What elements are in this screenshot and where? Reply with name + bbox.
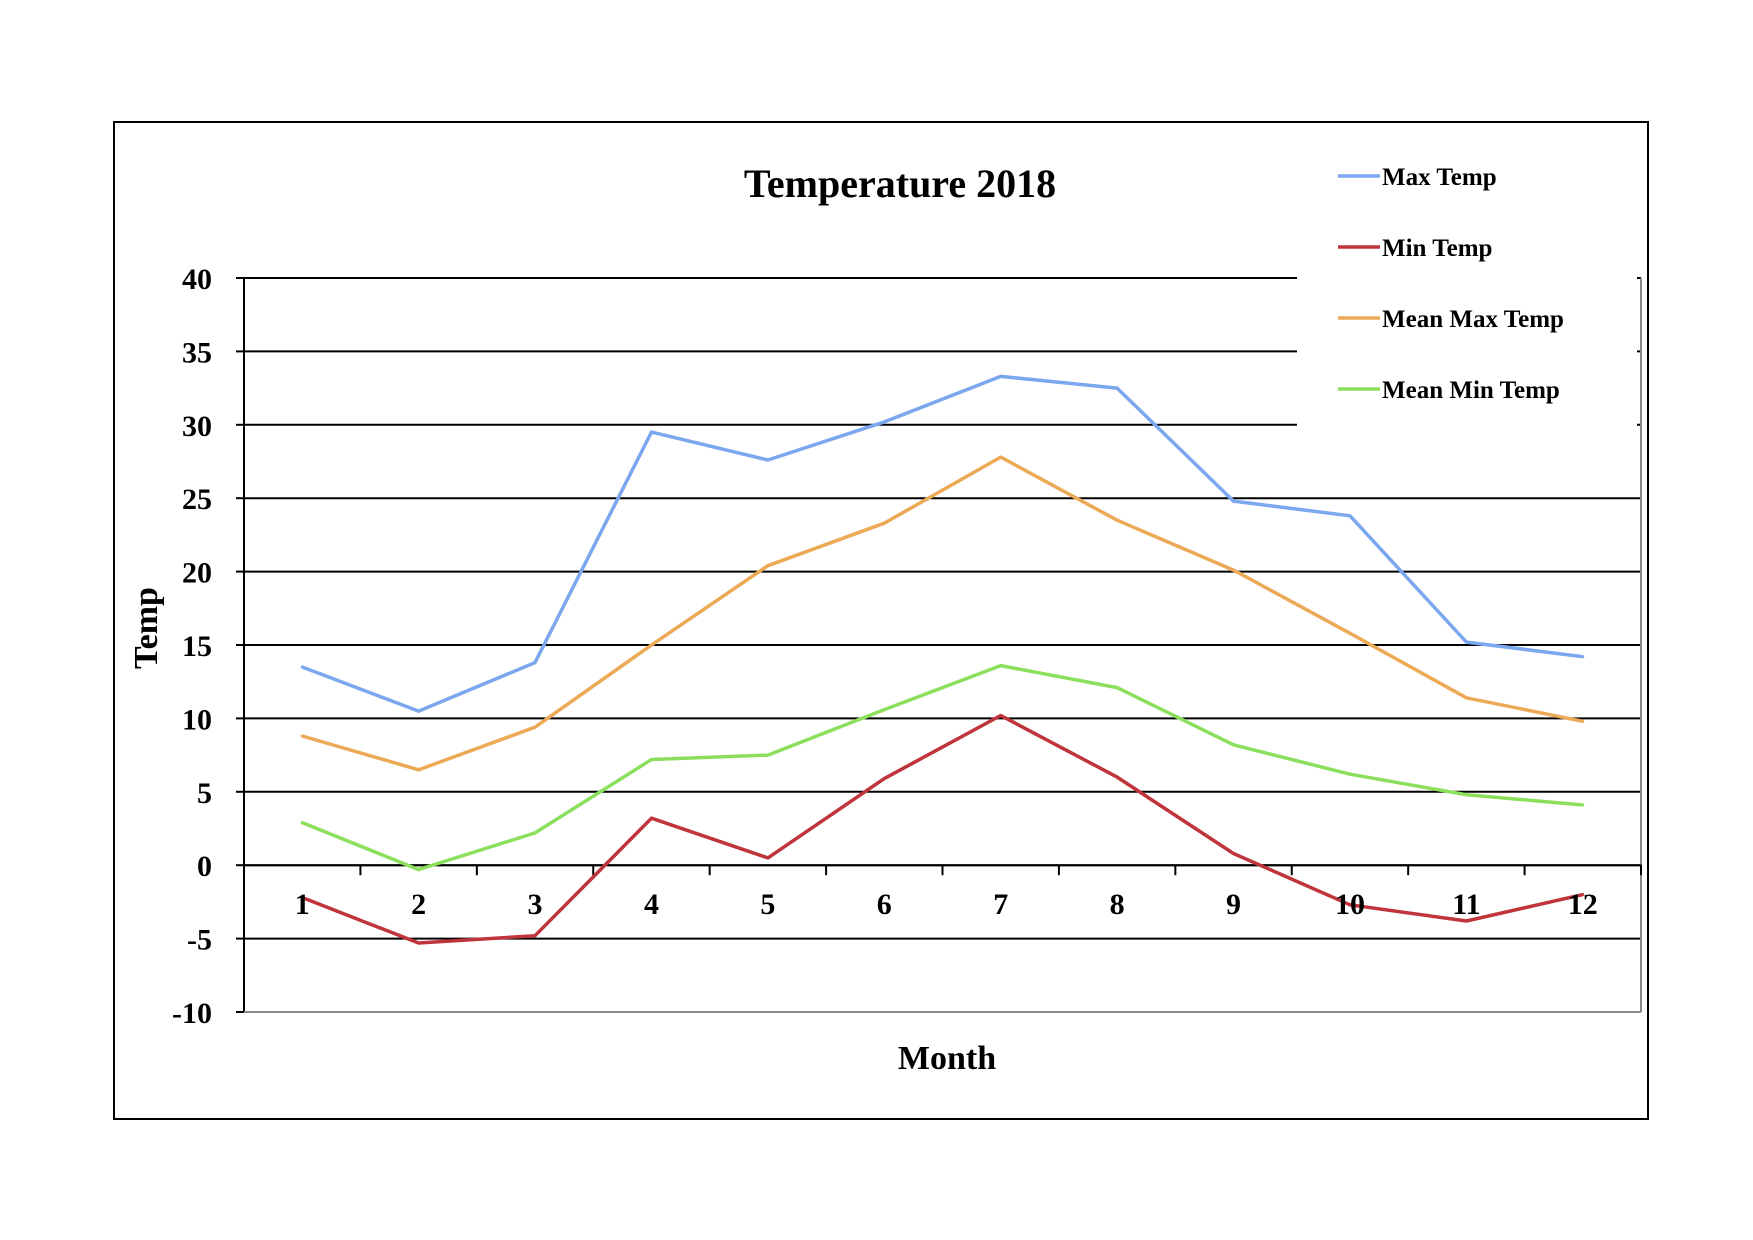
data-point bbox=[999, 455, 1003, 459]
y-tick-label: 40 bbox=[182, 263, 212, 296]
data-point bbox=[417, 768, 421, 772]
data-point bbox=[1348, 903, 1352, 907]
legend: Max Temp Min Temp Mean Max Temp Mean Min Te… bbox=[1297, 150, 1637, 430]
data-point bbox=[1348, 631, 1352, 635]
data-point bbox=[417, 868, 421, 872]
data-point bbox=[882, 708, 886, 712]
data-point bbox=[300, 734, 304, 738]
data-point bbox=[417, 709, 421, 713]
legend-label: Mean Max Temp bbox=[1382, 306, 1564, 333]
data-point bbox=[1464, 696, 1468, 700]
y-tick-label: -10 bbox=[172, 997, 212, 1030]
data-point bbox=[1581, 719, 1585, 723]
y-tick-label: 25 bbox=[182, 483, 212, 516]
data-point bbox=[1115, 518, 1119, 522]
y-tick-label: 35 bbox=[182, 336, 212, 369]
x-tick-label: 9 bbox=[1226, 888, 1241, 921]
series-line-max-temp bbox=[301, 374, 1584, 713]
series-line-min-temp bbox=[301, 713, 1584, 945]
data-point bbox=[649, 758, 653, 762]
x-tick-label: 11 bbox=[1452, 888, 1480, 921]
data-point bbox=[1232, 568, 1236, 572]
data-point bbox=[999, 713, 1003, 717]
data-point bbox=[766, 753, 770, 757]
data-point bbox=[882, 777, 886, 781]
y-axis-label: Temp bbox=[128, 587, 165, 669]
x-tick-label: 3 bbox=[528, 888, 543, 921]
x-tick-label: 6 bbox=[877, 888, 892, 921]
data-point bbox=[1348, 772, 1352, 776]
x-tick-label: 4 bbox=[644, 888, 659, 921]
data-point bbox=[999, 664, 1003, 668]
data-point bbox=[649, 430, 653, 434]
y-tick-label: 0 bbox=[197, 850, 212, 883]
data-point bbox=[533, 725, 537, 729]
data-point bbox=[1581, 893, 1585, 897]
series-line-mean-min-temp bbox=[301, 663, 1583, 872]
data-point bbox=[882, 420, 886, 424]
data-point bbox=[1464, 793, 1468, 797]
y-tick-label: 30 bbox=[182, 410, 212, 443]
x-axis-label: Month bbox=[898, 1040, 996, 1077]
axes bbox=[236, 277, 1642, 1013]
y-tick-label: -5 bbox=[187, 924, 212, 957]
data-point bbox=[1115, 686, 1119, 690]
data-point bbox=[1581, 655, 1585, 659]
y-tick-labels: 40 35 30 25 20 15 10 5 0 -5 -10 bbox=[172, 263, 212, 1030]
series-lines bbox=[300, 374, 1585, 945]
y-tick-label: 5 bbox=[197, 777, 212, 810]
data-point bbox=[1464, 919, 1468, 923]
data-point bbox=[417, 941, 421, 945]
legend-label: Min Temp bbox=[1382, 235, 1492, 262]
data-point bbox=[766, 856, 770, 860]
y-tick-label: 15 bbox=[182, 630, 212, 663]
data-point bbox=[1464, 640, 1468, 644]
x-tick-label: 10 bbox=[1335, 888, 1365, 921]
data-point bbox=[1115, 775, 1119, 779]
data-point bbox=[999, 374, 1003, 378]
x-tick-label: 7 bbox=[993, 888, 1008, 921]
data-point bbox=[533, 831, 537, 835]
data-point bbox=[649, 643, 653, 647]
x-tick-label: 5 bbox=[760, 888, 775, 921]
data-point bbox=[1581, 803, 1585, 807]
data-point bbox=[533, 934, 537, 938]
data-point bbox=[300, 665, 304, 669]
y-tick-label: 20 bbox=[182, 557, 212, 590]
legend-label: Max Temp bbox=[1382, 164, 1497, 191]
x-tick-label: 2 bbox=[411, 888, 426, 921]
data-point bbox=[300, 895, 304, 899]
data-point bbox=[533, 661, 537, 665]
data-point bbox=[882, 521, 886, 525]
x-tick-label: 12 bbox=[1568, 888, 1598, 921]
x-tick-labels: 1 2 3 4 5 6 7 8 9 10 11 12 bbox=[295, 888, 1598, 921]
data-point bbox=[1232, 499, 1236, 503]
data-point bbox=[766, 458, 770, 462]
data-point bbox=[1348, 514, 1352, 518]
series-line-mean-max-temp bbox=[301, 455, 1584, 772]
data-point bbox=[1115, 386, 1119, 390]
data-point bbox=[1232, 743, 1236, 747]
legend-box bbox=[1297, 150, 1637, 430]
data-point bbox=[766, 564, 770, 568]
y-tick-label: 10 bbox=[182, 703, 212, 736]
legend-label: Mean Min Temp bbox=[1382, 377, 1560, 404]
data-point bbox=[1232, 851, 1236, 855]
chart-frame bbox=[113, 121, 1649, 1120]
chart-title: Temperature 2018 bbox=[744, 161, 1056, 206]
x-tick-label: 1 bbox=[295, 888, 310, 921]
x-tick-label: 8 bbox=[1110, 888, 1125, 921]
data-point bbox=[300, 821, 304, 825]
data-point bbox=[649, 816, 653, 820]
